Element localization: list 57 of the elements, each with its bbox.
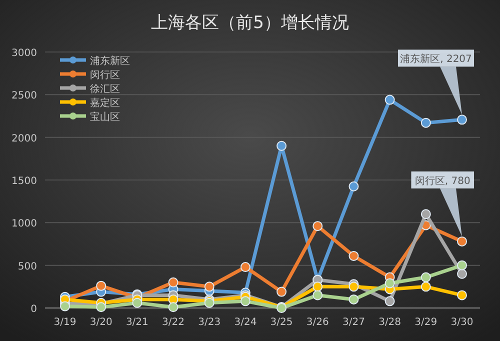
point xyxy=(457,260,467,270)
point xyxy=(276,286,287,297)
x-tick-label: 3/20 xyxy=(90,317,112,328)
point xyxy=(348,294,359,304)
point xyxy=(420,209,431,220)
point xyxy=(168,302,178,312)
point xyxy=(384,278,395,288)
y-tick-label: 1500 xyxy=(12,176,37,187)
point xyxy=(240,296,250,306)
legend-label: 徐汇区 xyxy=(90,83,120,95)
x-tick-label: 3/28 xyxy=(378,317,402,328)
point xyxy=(312,290,323,300)
point xyxy=(348,282,359,292)
y-tick-label: 2000 xyxy=(12,133,37,144)
chart-title: 上海各区（前5）增长情况 xyxy=(151,13,349,33)
point xyxy=(348,250,359,261)
legend-label: 嘉定区 xyxy=(90,97,120,109)
point xyxy=(457,114,467,125)
x-tick-label: 3/30 xyxy=(450,317,474,328)
point xyxy=(457,290,467,300)
point xyxy=(312,282,323,292)
point xyxy=(420,118,431,128)
x-tick-label: 3/23 xyxy=(198,317,221,328)
point xyxy=(348,181,359,192)
y-tick-label: 500 xyxy=(18,261,37,272)
point xyxy=(276,140,287,151)
legend-label: 浦东新区 xyxy=(90,55,130,67)
x-tick-label: 3/24 xyxy=(234,317,257,328)
y-tick-label: 3000 xyxy=(12,48,37,59)
x-tick-label: 3/22 xyxy=(162,317,185,328)
x-tick-label: 3/19 xyxy=(54,317,76,328)
y-tick-label: 0 xyxy=(30,304,37,315)
x-tick-label: 3/29 xyxy=(414,317,438,328)
point xyxy=(132,298,142,308)
x-tick-label: 3/25 xyxy=(270,317,293,328)
point xyxy=(312,221,323,232)
y-tick-label: 2500 xyxy=(12,90,37,102)
legend-label: 宝山区 xyxy=(90,111,120,123)
y-tick-label: 1000 xyxy=(12,218,37,230)
point xyxy=(204,282,214,292)
point xyxy=(457,268,467,279)
point xyxy=(420,272,431,282)
point xyxy=(420,282,431,292)
legend-label: 闵行区 xyxy=(90,69,120,81)
point xyxy=(240,262,250,272)
point xyxy=(457,236,467,246)
point xyxy=(384,94,395,105)
point xyxy=(96,280,106,291)
point xyxy=(384,296,395,306)
x-tick-label: 3/27 xyxy=(342,317,365,328)
x-tick-label: 3/21 xyxy=(126,317,148,328)
point xyxy=(60,301,70,312)
point xyxy=(168,277,178,288)
x-tick-label: 3/26 xyxy=(306,317,329,328)
annotation: 闵行区, 780 xyxy=(414,174,470,187)
annotation: 浦东新区, 2207 xyxy=(400,53,472,66)
point xyxy=(96,302,106,312)
